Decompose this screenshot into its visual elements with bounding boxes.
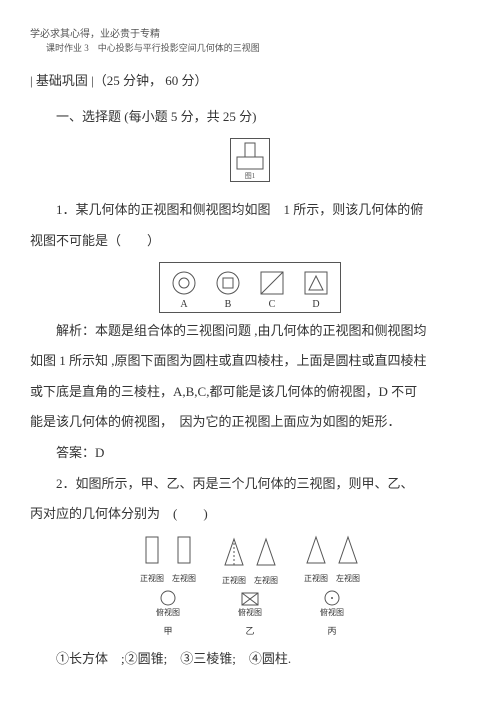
q1-analysis-d: 能是该几何体的俯视图， 因为它的正视图上面应为如图的矩形． — [30, 408, 470, 437]
basics-title: | 基础巩固 |（25 分钟， 60 分） — [30, 67, 470, 96]
option-b: B — [214, 269, 242, 310]
q2-line-b: 丙对应的几何体分别为 ( ) — [30, 500, 470, 529]
bing-side-label: 左视图 — [336, 575, 360, 583]
q1-analysis-b: 如图 1 所示知 ,原图下面图为圆柱或直四棱柱，上面是圆柱或直四棱柱 — [30, 347, 470, 376]
jia-front-label: 正视图 — [140, 575, 164, 583]
q1-line-b: 视图不可能是（ ） — [30, 227, 470, 256]
jia-top-svg — [159, 589, 177, 607]
bing-caption: 丙 — [327, 622, 336, 642]
q2-yi-group: 正视图 左视图 俯视图 乙 — [222, 537, 278, 642]
figure-1: 图1 — [30, 138, 470, 193]
bing-top-label: 俯视图 — [320, 609, 344, 617]
yi-side-label: 左视图 — [254, 577, 278, 585]
figure-1-svg: 图1 — [230, 138, 270, 182]
bing-front-svg — [305, 535, 327, 565]
jia-side-label: 左视图 — [172, 575, 196, 583]
q1-options: A B C D — [30, 262, 470, 313]
jia-side-svg — [176, 535, 192, 565]
option-c: C — [258, 269, 286, 310]
yi-front-label: 正视图 — [222, 577, 246, 585]
q1-analysis-a: 解析：本题是组合体的三视图问题 ,由几何体的正视图和侧视图均 — [30, 317, 470, 346]
page-header: 学必求其心得，业必贵于专精 课时作业 3 中心投影与平行投影空间几何体的三视图 — [30, 28, 470, 55]
bing-side-svg — [337, 535, 359, 565]
option-d-label: D — [312, 300, 319, 310]
option-b-label: B — [225, 300, 232, 310]
header-line-1: 学必求其心得，业必贵于专精 — [30, 28, 470, 42]
q1-analysis-c: 或下底是直角的三棱柱，A,B,C,都可能是该几何体的俯视图，D 不可 — [30, 378, 470, 407]
yi-side-svg — [255, 537, 277, 567]
yi-top-label: 俯视图 — [238, 609, 262, 617]
jia-top-label: 俯视图 — [156, 609, 180, 617]
q1-line-a: 1．某几何体的正视图和侧视图均如图 1 所示，则该几何体的俯 — [30, 196, 470, 225]
q1-answer: 答案：D — [30, 439, 470, 468]
jia-caption: 甲 — [163, 622, 172, 642]
yi-caption: 乙 — [245, 622, 254, 642]
option-d: D — [302, 269, 330, 310]
jia-front-svg — [144, 535, 160, 565]
q2-figures: 正视图 左视图 俯视图 甲 正视图 — [30, 535, 470, 642]
option-a-label: A — [180, 300, 187, 310]
bing-top-svg — [323, 589, 341, 607]
figure-1-caption-text: 图1 — [245, 172, 256, 180]
header-line-2: 课时作业 3 中心投影与平行投影空间几何体的三视图 — [46, 42, 470, 55]
option-c-label: C — [269, 300, 276, 310]
yi-front-svg — [223, 537, 245, 567]
q2-bing-group: 正视图 左视图 俯视图 丙 — [304, 535, 360, 642]
yi-top-svg — [240, 591, 260, 607]
q2-jia-group: 正视图 左视图 俯视图 甲 — [140, 535, 196, 642]
option-a: A — [170, 269, 198, 310]
section-1-title: 一、选择题 (每小题 5 分，共 25 分) — [30, 103, 470, 132]
q2-line-a: 2．如图所示，甲、乙、丙是三个几何体的三视图，则甲、乙、 — [30, 470, 470, 499]
q2-choices: ①长方体 ;②圆锥; ③三棱锥; ④圆柱. — [30, 645, 470, 674]
bing-front-label: 正视图 — [304, 575, 328, 583]
